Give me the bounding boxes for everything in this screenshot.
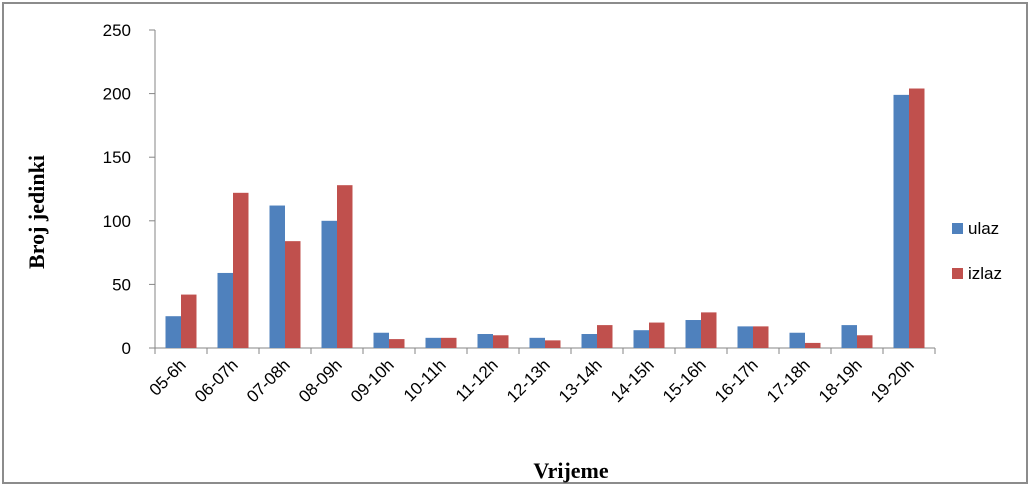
- y-tick-label: 200: [103, 85, 131, 104]
- bar-izlaz-17-18h: [805, 342, 821, 348]
- bar-izlaz-14-15h: [649, 322, 665, 348]
- x-tick-label: 10-11h: [400, 355, 450, 405]
- bar-ulaz-14-15h: [633, 330, 649, 348]
- bar-izlaz-15-16h: [701, 312, 717, 348]
- bar-ulaz-16-17h: [737, 326, 753, 348]
- bar-ulaz-13-14h: [581, 334, 597, 348]
- x-tick-label: 06-07h: [191, 355, 242, 406]
- legend: ulaz izlaz: [952, 219, 1002, 283]
- bar-izlaz-11-12h: [493, 335, 509, 348]
- x-tick-label: 08-09h: [295, 355, 346, 406]
- x-tick-label: 18-19h: [815, 355, 866, 406]
- bar-ulaz-06-07h: [217, 272, 233, 348]
- y-tick-label: 0: [122, 339, 131, 358]
- x-tick-label: 11-12h: [452, 355, 502, 405]
- y-tick-label: 250: [103, 21, 131, 40]
- bar-izlaz-09-10h: [389, 339, 405, 348]
- bar-izlaz-13-14h: [597, 325, 613, 348]
- bar-izlaz-07-08h: [285, 241, 301, 348]
- bar-izlaz-08-09h: [337, 185, 353, 348]
- bar-ulaz-19-20h: [893, 94, 909, 348]
- y-tick-label: 100: [103, 212, 131, 231]
- y-tick-label: 50: [112, 275, 131, 294]
- bar-ulaz-08-09h: [321, 220, 337, 348]
- bar-ulaz-11-12h: [477, 334, 493, 348]
- bar-izlaz-16-17h: [753, 326, 769, 348]
- x-axis-title: Vrijeme: [533, 458, 609, 483]
- x-tick-label: 17-18h: [763, 355, 814, 406]
- bar-izlaz-10-11h: [441, 337, 457, 348]
- x-tick-label: 07-08h: [243, 355, 294, 406]
- x-tick-label: 16-17h: [711, 355, 762, 406]
- bar-ulaz-17-18h: [789, 332, 805, 348]
- x-tick-label: 12-13h: [503, 355, 554, 406]
- x-tick-label: 19-20h: [867, 355, 918, 406]
- x-tick-label: 14-15h: [607, 355, 658, 406]
- x-tick-label: 09-10h: [347, 355, 398, 406]
- x-tick-label: 15-16h: [659, 355, 710, 406]
- x-tick-label: 05-6h: [146, 355, 190, 399]
- legend-label-izlaz: izlaz: [968, 264, 1002, 283]
- bar-izlaz-05-6h: [181, 294, 197, 348]
- bar-ulaz-15-16h: [685, 320, 701, 348]
- bar-izlaz-19-20h: [909, 88, 925, 349]
- legend-label-ulaz: ulaz: [968, 219, 999, 238]
- y-tick-label: 150: [103, 148, 131, 167]
- legend-swatch-ulaz: [952, 223, 963, 234]
- bar-ulaz-07-08h: [269, 205, 285, 348]
- x-axis: 05-6h 06-07h 07-08h 08-09h 09-10h 10-11h 11-12…: [146, 347, 936, 406]
- x-tick-label: 13-14h: [555, 355, 606, 406]
- y-axis: 0 50 100 150 200 250: [103, 21, 156, 358]
- bar-izlaz-18-19h: [857, 335, 873, 348]
- bar-ulaz-18-19h: [841, 325, 857, 348]
- y-axis-title: Broj jedinki: [24, 155, 49, 269]
- bars: [165, 88, 925, 349]
- bar-ulaz-05-6h: [165, 316, 181, 348]
- bar-izlaz-12-13h: [545, 340, 561, 348]
- legend-swatch-izlaz: [952, 268, 963, 279]
- bar-ulaz-09-10h: [373, 332, 389, 348]
- bar-ulaz-12-13h: [529, 337, 545, 348]
- bar-ulaz-10-11h: [425, 337, 441, 348]
- bar-izlaz-06-07h: [233, 192, 249, 348]
